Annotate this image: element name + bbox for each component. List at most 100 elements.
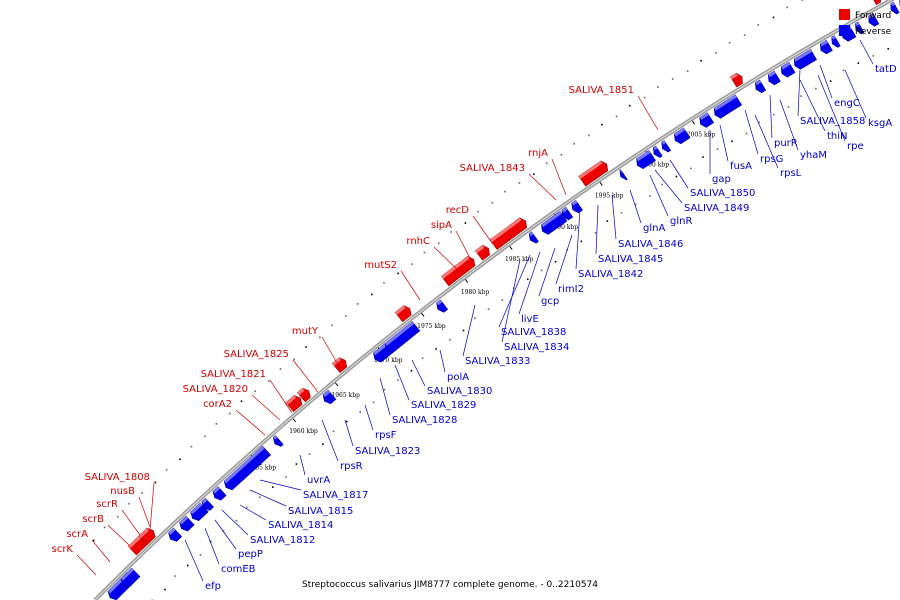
forward-gene-label[interactable]: nusB [110,486,135,497]
reverse-gene-label[interactable]: SALIVA_1823 [355,446,420,457]
reverse-gene-block[interactable] [434,299,449,314]
reverse-gene-label[interactable]: rpsR [340,461,363,472]
forward-gene-label[interactable]: SALIVA_1821 [201,369,266,380]
forward-gene-block[interactable] [285,393,304,413]
reverse-gene-label[interactable]: SALIVA_1850 [690,188,755,199]
reverse-gene-block[interactable] [853,21,865,35]
reverse-gene-label[interactable]: SALIVA_1830 [427,386,492,397]
reverse-gene-label[interactable]: SALIVA_1812 [250,535,315,546]
reverse-gene-block[interactable] [792,49,817,71]
reverse-gene-label[interactable]: pepP [238,549,263,560]
reverse-gene-label[interactable]: SALIVA_1849 [684,203,749,214]
forward-gene-label[interactable]: scrR [96,499,118,510]
reverse-gene-block[interactable] [177,515,195,533]
reverse-gene-label[interactable]: uvrA [307,475,330,486]
reverse-gene-label[interactable]: yhaM [800,150,827,161]
forward-gene-label[interactable]: SALIVA_1820 [183,384,248,395]
forward-gene-label[interactable]: scrK [52,544,74,555]
reverse-gene-block[interactable] [200,497,214,512]
reverse-gene-block[interactable] [617,169,628,181]
reverse-gene-block[interactable] [383,321,421,354]
forward-gene-label[interactable]: mutY [292,326,319,337]
reverse-gene-label[interactable]: SALIVA_1817 [303,490,368,501]
reverse-gene-label[interactable]: SALIVA_1845 [598,254,663,265]
forward-gene-block[interactable] [489,216,529,250]
reverse-gene-label[interactable]: gcp [541,296,559,307]
forward-gene-block[interactable] [870,0,883,6]
reverse-gene-label[interactable]: gap [712,174,731,185]
reverse-gene-label[interactable]: rpsG [760,154,783,165]
reverse-gene-block[interactable] [766,70,781,86]
reverse-gene-label[interactable]: SALIVA_1858 [800,116,865,127]
forward-gene-label[interactable]: SALIVA_1808 [85,472,150,483]
forward-gene-label[interactable]: rnjA [528,148,548,159]
reverse-gene-label[interactable]: SALIVA_1842 [578,269,643,280]
reverse-gene-label[interactable]: rpsF [375,430,397,441]
reverse-gene-label[interactable]: fusA [730,161,752,172]
reverse-gene-label[interactable]: rimI2 [558,284,584,295]
reverse-gene-block[interactable] [697,112,715,130]
forward-gene-label[interactable]: SALIVA_1843 [460,163,525,174]
reverse-gene-label[interactable]: rpe [847,141,864,152]
forward-gene-label[interactable]: rnhC [406,236,430,247]
forward-gene-label[interactable]: mutS2 [364,260,397,271]
forward-gene-block[interactable] [138,526,157,545]
reverse-gene-label[interactable]: livE [521,314,539,325]
reverse-gene-block[interactable] [222,445,271,492]
reverse-gene-label[interactable]: glnA [643,223,665,234]
reverse-gene-label[interactable]: SALIVA_1833 [465,356,530,367]
reverse-gene-label[interactable]: SALIVA_1815 [288,506,353,517]
reverse-gene-label[interactable]: tatD [875,64,897,75]
forward-gene-label[interactable]: scrA [66,529,88,540]
reverse-gene-block[interactable] [166,527,183,544]
reverse-gene-label[interactable]: SALIVA_1828 [392,415,457,426]
reverse-gene-block[interactable] [539,210,568,236]
forward-gene-block[interactable] [578,159,610,187]
reverse-gene-block[interactable] [569,199,583,214]
reverse-gene-block[interactable] [211,486,227,503]
reverse-gene-block[interactable] [651,145,663,159]
reverse-gene-block[interactable] [659,140,672,153]
reverse-gene-label[interactable]: SALIVA_1846 [618,239,683,250]
reverse-gene-block[interactable] [672,127,691,146]
reverse-gene-block[interactable] [753,79,767,94]
reverse-gene-label[interactable]: SALIVA_1829 [411,400,476,411]
reverse-gene-block[interactable] [712,94,743,120]
reverse-gene-label[interactable]: rpsL [780,168,802,179]
reverse-gene-block[interactable] [888,1,900,15]
forward-gene-block[interactable] [297,386,312,403]
forward-gene-block[interactable] [730,72,745,88]
reverse-gene-label[interactable]: SALIVA_1814 [268,520,333,531]
forward-gene-label[interactable]: SALIVA_1851 [569,85,634,96]
reverse-gene-block[interactable] [559,206,574,221]
forward-gene-label[interactable]: recD [446,205,470,216]
reverse-gene-label[interactable]: engC [834,98,860,109]
reverse-gene-block[interactable] [866,13,880,27]
reverse-gene-block[interactable] [829,35,841,49]
reverse-gene-block[interactable] [527,231,539,245]
forward-gene-label[interactable]: SALIVA_1825 [224,349,289,360]
reverse-gene-label[interactable]: SALIVA_1834 [504,342,569,353]
reverse-gene-block[interactable] [818,39,833,55]
marker-dot [671,78,674,80]
reverse-gene-highlight [273,435,278,440]
forward-gene-label[interactable]: corA2 [203,399,232,410]
reverse-gene-label[interactable]: ksgA [868,118,892,129]
reverse-gene-label[interactable]: purR [774,138,798,149]
reverse-gene-block[interactable] [634,150,656,170]
reverse-gene-label[interactable]: polA [447,372,469,383]
forward-gene-label[interactable]: sipA [431,220,452,231]
reverse-gene-block[interactable] [321,389,337,406]
forward-gene-block[interactable] [474,244,492,261]
reverse-gene-label[interactable]: SALIVA_1838 [501,327,566,338]
reverse-gene-label[interactable]: thiN [827,131,848,142]
forward-gene-label[interactable]: scrB [82,514,104,525]
reverse-gene-block[interactable] [779,61,796,78]
forward-gene-block[interactable] [394,304,413,323]
reverse-gene-block[interactable] [271,435,284,448]
reverse-gene-block[interactable] [119,567,141,589]
reverse-gene-label[interactable]: efp [205,581,221,592]
reverse-gene-label[interactable]: glnR [670,216,692,227]
reverse-gene-label[interactable]: comEB [221,564,256,575]
marker-dot [222,530,225,532]
